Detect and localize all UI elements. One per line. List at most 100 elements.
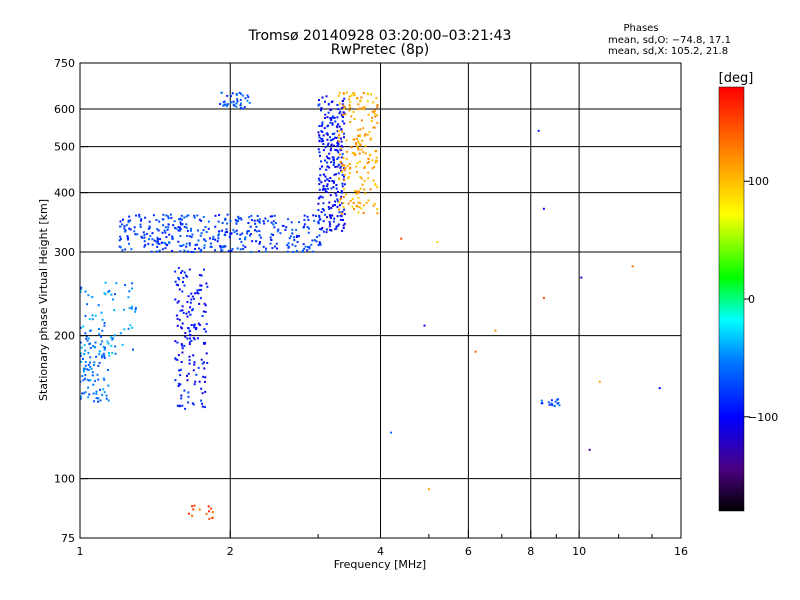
echo-point xyxy=(364,192,367,195)
echo-point xyxy=(340,212,343,215)
echo-point xyxy=(328,208,331,210)
echo-point xyxy=(80,326,82,329)
echo-point xyxy=(343,167,345,170)
echo-point xyxy=(550,402,553,405)
echo-point xyxy=(201,362,204,365)
echo-point xyxy=(187,372,190,375)
echo-point xyxy=(132,348,134,351)
echo-point xyxy=(337,134,340,136)
echo-point xyxy=(340,144,343,147)
echo-point xyxy=(210,507,213,510)
echo-point xyxy=(176,358,179,361)
echo-point xyxy=(317,148,320,151)
echo-point xyxy=(336,126,339,129)
echo-point xyxy=(180,218,183,221)
echo-point xyxy=(128,306,131,309)
echo-point xyxy=(182,244,185,247)
echo-point xyxy=(318,125,321,127)
echo-point xyxy=(338,201,341,204)
echo-point xyxy=(318,215,321,218)
echo-point xyxy=(129,324,132,327)
y-tick-label: 750 xyxy=(54,57,75,70)
echo-point xyxy=(180,361,183,363)
echo-point xyxy=(337,142,340,145)
echo-point xyxy=(189,334,192,337)
echo-point xyxy=(183,226,186,228)
echo-point xyxy=(186,337,189,340)
echo-point xyxy=(83,377,86,380)
echo-point xyxy=(214,238,217,241)
echo-point xyxy=(119,246,122,249)
echo-point xyxy=(321,227,324,229)
echo-point xyxy=(353,208,355,211)
echo-point xyxy=(180,271,182,274)
echo-point xyxy=(282,224,285,227)
echo-point xyxy=(83,370,85,373)
echo-point xyxy=(548,403,551,406)
echo-point xyxy=(179,309,182,312)
echo-point xyxy=(341,229,344,232)
echo-point xyxy=(164,226,167,229)
echo-point xyxy=(363,179,366,182)
echo-point xyxy=(348,172,351,174)
echo-point xyxy=(186,275,189,278)
echo-point xyxy=(201,392,204,395)
echo-point xyxy=(320,125,323,128)
echo-point xyxy=(303,214,306,217)
echo-point xyxy=(362,92,365,95)
echo-point xyxy=(110,344,113,347)
echo-point xyxy=(333,144,336,147)
echo-point xyxy=(271,215,274,218)
echo-point xyxy=(80,287,82,290)
echo-point xyxy=(180,326,183,329)
echo-point xyxy=(162,224,165,227)
echo-point xyxy=(107,384,110,387)
echo-point xyxy=(183,284,186,287)
echo-point xyxy=(85,335,88,338)
echo-point xyxy=(353,152,355,155)
echo-point xyxy=(319,154,321,157)
echo-point xyxy=(193,363,196,366)
echo-point xyxy=(373,166,376,168)
echo-point xyxy=(320,130,323,133)
echo-point xyxy=(338,94,340,97)
echo-point xyxy=(364,133,367,136)
echo-point xyxy=(91,314,94,317)
echo-point xyxy=(190,227,193,230)
echo-point xyxy=(306,215,309,218)
echo-point xyxy=(102,352,105,355)
echo-point xyxy=(269,242,272,245)
echo-point xyxy=(315,215,317,217)
echo-point xyxy=(351,152,354,155)
echo-point xyxy=(291,232,294,235)
echo-point xyxy=(144,244,147,246)
echo-point xyxy=(363,188,366,191)
echo-point xyxy=(138,213,141,216)
echo-point xyxy=(331,123,334,126)
echo-point xyxy=(210,245,213,248)
echo-point xyxy=(554,400,557,403)
echo-point xyxy=(103,292,106,295)
echo-point xyxy=(337,156,340,159)
echo-point xyxy=(371,167,374,170)
echo-point xyxy=(225,228,228,231)
echo-point xyxy=(333,161,335,164)
echo-point xyxy=(190,324,193,326)
echo-point xyxy=(135,214,137,217)
echo-point xyxy=(332,156,335,159)
echo-point xyxy=(199,250,202,253)
echo-point xyxy=(370,120,373,122)
echo-point xyxy=(258,242,261,245)
echo-point xyxy=(336,130,339,133)
echo-point xyxy=(255,225,258,228)
echo-point xyxy=(345,193,348,196)
echo-point xyxy=(346,150,348,153)
echo-point xyxy=(427,488,430,491)
echo-point xyxy=(101,340,104,343)
echo-point xyxy=(376,208,379,211)
echo-point xyxy=(155,240,158,243)
echo-point xyxy=(357,103,360,106)
echo-point xyxy=(167,215,170,218)
echo-point xyxy=(341,185,344,188)
echo-point xyxy=(370,93,373,96)
